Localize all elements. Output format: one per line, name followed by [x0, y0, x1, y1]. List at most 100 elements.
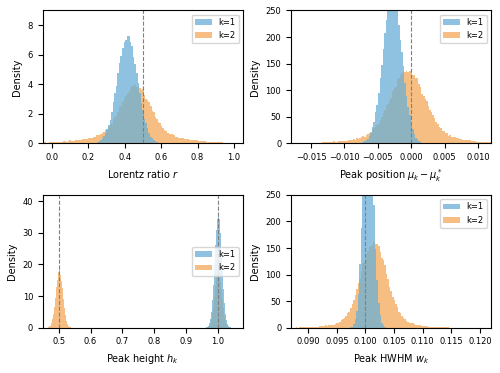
Bar: [150, 106, 152, 143]
Bar: [450, 135, 451, 143]
Bar: [353, 325, 354, 328]
Bar: [410, 73, 412, 143]
Bar: [360, 264, 361, 328]
Bar: [376, 280, 378, 328]
Bar: [366, 140, 367, 143]
Bar: [392, 297, 394, 328]
Bar: [327, 326, 328, 328]
Bar: [420, 325, 422, 328]
Bar: [415, 78, 417, 143]
Bar: [406, 71, 407, 143]
Bar: [402, 316, 403, 328]
Bar: [306, 327, 308, 328]
Bar: [482, 142, 484, 143]
Bar: [340, 320, 342, 328]
Bar: [124, 42, 125, 143]
Bar: [358, 139, 360, 143]
Bar: [368, 136, 370, 143]
Bar: [116, 86, 117, 143]
Bar: [48, 142, 49, 143]
Bar: [112, 119, 114, 143]
Legend: k=1, k=2: k=1, k=2: [440, 199, 487, 228]
Bar: [138, 84, 139, 143]
Bar: [386, 273, 388, 328]
Bar: [215, 286, 216, 328]
Bar: [105, 130, 106, 143]
Bar: [332, 142, 333, 143]
Bar: [361, 137, 362, 143]
Y-axis label: Density: Density: [250, 58, 260, 95]
Bar: [210, 141, 212, 143]
Bar: [76, 140, 77, 143]
Bar: [211, 312, 212, 328]
Bar: [132, 86, 133, 143]
Bar: [354, 295, 356, 328]
Bar: [372, 157, 374, 328]
Bar: [170, 134, 172, 143]
Bar: [147, 128, 148, 143]
Bar: [347, 313, 348, 328]
Bar: [346, 316, 347, 328]
Bar: [364, 137, 366, 143]
Bar: [350, 140, 352, 143]
Bar: [208, 141, 209, 143]
Bar: [384, 327, 386, 328]
Bar: [395, 2, 396, 143]
Bar: [319, 142, 320, 143]
Bar: [418, 325, 420, 328]
Bar: [390, 0, 392, 143]
Bar: [454, 137, 456, 143]
Bar: [336, 323, 338, 328]
Bar: [386, 106, 388, 143]
Bar: [412, 75, 414, 143]
Bar: [367, 139, 368, 143]
Bar: [428, 106, 429, 143]
Bar: [125, 95, 126, 143]
Bar: [314, 142, 316, 143]
Bar: [148, 133, 150, 143]
Bar: [388, 104, 389, 143]
Bar: [214, 142, 215, 143]
Bar: [229, 327, 230, 328]
Bar: [354, 319, 356, 328]
Bar: [486, 142, 488, 143]
Bar: [361, 228, 362, 328]
Bar: [375, 127, 376, 143]
X-axis label: Peak position $\mu_k - \mu_k^*$: Peak position $\mu_k - \mu_k^*$: [339, 167, 443, 184]
Bar: [464, 140, 465, 143]
Legend: k=1, k=2: k=1, k=2: [192, 247, 239, 276]
Bar: [412, 323, 414, 328]
Bar: [50, 326, 51, 328]
Bar: [380, 78, 381, 143]
Bar: [187, 139, 189, 143]
Bar: [322, 326, 324, 328]
Bar: [370, 117, 372, 328]
Bar: [414, 324, 415, 328]
Bar: [136, 87, 138, 143]
Bar: [98, 135, 100, 143]
Bar: [218, 214, 219, 328]
Bar: [410, 323, 412, 328]
Bar: [118, 112, 119, 143]
Bar: [438, 327, 440, 328]
Bar: [378, 124, 380, 143]
Bar: [400, 75, 402, 143]
Bar: [437, 124, 438, 143]
Bar: [362, 263, 364, 328]
Bar: [372, 130, 374, 143]
Y-axis label: Density: Density: [12, 58, 22, 95]
Bar: [122, 102, 124, 143]
Bar: [327, 142, 328, 143]
Bar: [224, 303, 225, 328]
Bar: [226, 320, 227, 328]
Bar: [195, 140, 196, 143]
Bar: [311, 327, 313, 328]
Bar: [412, 129, 414, 143]
Bar: [226, 324, 227, 328]
Bar: [223, 142, 224, 143]
Bar: [213, 307, 214, 328]
Bar: [178, 138, 180, 143]
Bar: [192, 140, 194, 143]
Bar: [471, 141, 472, 143]
Bar: [390, 98, 392, 143]
